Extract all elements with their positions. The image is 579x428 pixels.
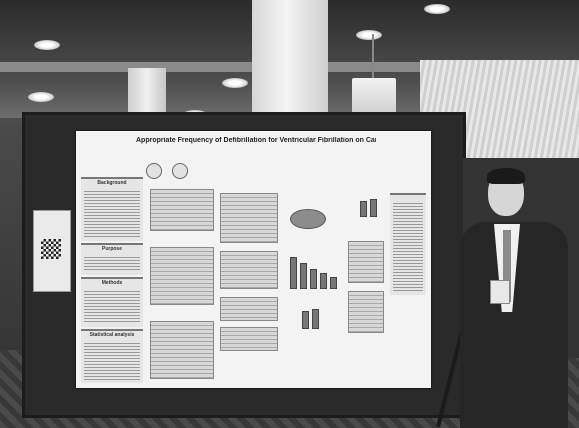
name-badge <box>490 280 510 304</box>
pie-chart-figure <box>290 209 326 229</box>
ceiling-light <box>28 92 54 102</box>
university-seal-icon <box>146 163 162 179</box>
column <box>128 68 166 112</box>
poster-title: Appropriate Frequency of Defibrillation … <box>136 137 376 144</box>
data-table <box>220 327 278 351</box>
qr-code-icon <box>41 239 61 259</box>
university-seal-icon <box>172 163 188 179</box>
ceiling-light <box>356 30 382 40</box>
section-heading: Purpose <box>81 246 143 252</box>
data-table <box>220 251 278 289</box>
section-purpose: Purpose <box>81 243 143 275</box>
section-text <box>84 289 140 324</box>
research-poster: Appropriate Frequency of Defibrillation … <box>76 131 431 388</box>
bar-chart-figure <box>290 253 337 289</box>
data-table <box>150 247 214 305</box>
bar-chart-figure <box>302 307 319 329</box>
line-graph-figure <box>348 291 384 333</box>
data-table <box>150 189 214 231</box>
data-table <box>220 193 278 243</box>
section-heading: Statistical analysis <box>81 332 143 338</box>
section-text <box>84 341 140 380</box>
section-conclusion <box>390 193 426 295</box>
section-text <box>393 201 423 292</box>
section-text <box>84 189 140 238</box>
section-text <box>84 255 140 272</box>
bar-chart-figure <box>360 197 377 217</box>
presenter <box>458 168 570 428</box>
section-methods: Methods <box>81 277 143 327</box>
ceiling-light <box>34 40 60 50</box>
hair <box>487 168 525 184</box>
data-table <box>150 321 214 379</box>
pendant-lamp <box>352 78 396 114</box>
ceiling-light <box>222 78 248 88</box>
lamp-cord <box>372 34 374 78</box>
data-table <box>220 297 278 321</box>
line-graph-figure <box>348 241 384 283</box>
section-statistical-analysis: Statistical analysis <box>81 329 143 383</box>
qr-card <box>33 210 71 292</box>
section-heading: Background <box>81 180 143 186</box>
ceiling-light <box>424 4 450 14</box>
section-background: Background <box>81 177 143 241</box>
section-heading: Methods <box>81 280 143 286</box>
